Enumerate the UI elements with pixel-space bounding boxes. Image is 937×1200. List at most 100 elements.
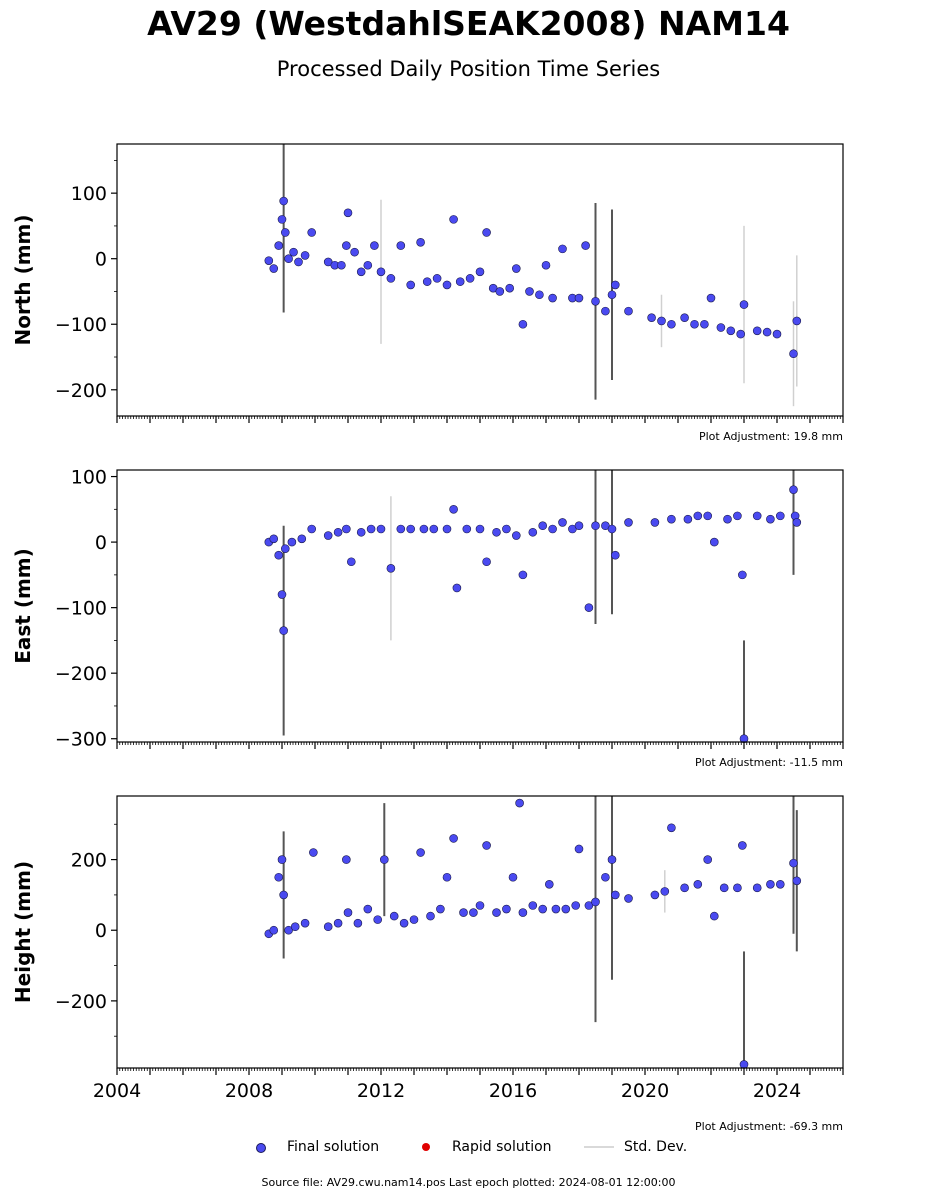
data-point	[548, 293, 557, 303]
data-point	[356, 267, 366, 277]
data-point	[558, 244, 567, 254]
data-point	[409, 915, 419, 924]
data-point	[789, 349, 798, 359]
y-tick-label: 200	[71, 850, 107, 872]
data-point	[716, 323, 726, 332]
data-point	[455, 277, 465, 286]
data-point	[535, 290, 544, 300]
plot-adjustment-label: Plot Adjustment: 19.8 mm	[699, 430, 843, 443]
data-point	[482, 228, 491, 237]
data-point	[548, 524, 557, 534]
y-tick-label: 0	[95, 532, 107, 554]
data-point	[591, 897, 600, 907]
data-point	[518, 908, 528, 917]
data-point	[528, 527, 538, 537]
data-point	[772, 329, 782, 339]
data-point	[581, 241, 590, 250]
data-point	[264, 256, 274, 265]
data-point	[370, 241, 379, 250]
data-point	[538, 521, 548, 531]
data-point	[739, 1060, 749, 1069]
y-tick-label: 0	[95, 920, 107, 942]
y-tick-label: −100	[55, 314, 107, 336]
data-point	[607, 290, 617, 300]
data-point	[376, 524, 386, 534]
data-point	[416, 848, 425, 857]
data-point	[502, 904, 511, 914]
data-point	[280, 228, 290, 237]
data-point	[459, 908, 468, 917]
data-point	[723, 514, 732, 524]
x-tick-label: 2004	[93, 1080, 141, 1102]
data-point	[525, 287, 534, 296]
final-solution-marker-icon	[256, 1143, 266, 1153]
data-point	[449, 505, 458, 514]
data-point	[538, 904, 548, 914]
legend-label-rapid: Rapid solution	[452, 1139, 552, 1155]
data-point	[342, 241, 351, 250]
data-point	[376, 267, 386, 277]
data-point	[667, 514, 676, 524]
data-point	[690, 319, 699, 329]
panel-1: −200 −100 0 100 North (mm) Plot Adjustment: 1…	[11, 143, 844, 443]
data-point	[792, 518, 802, 527]
data-point	[706, 293, 716, 303]
y-axis-label: East (mm)	[11, 548, 35, 664]
data-point	[396, 524, 406, 534]
data-point	[436, 904, 445, 914]
data-point	[650, 518, 660, 527]
data-point	[449, 834, 458, 843]
data-point	[693, 511, 703, 521]
x-tick-label: 2016	[489, 1080, 537, 1102]
data-point	[703, 855, 713, 864]
data-point	[657, 316, 666, 326]
data-point	[342, 524, 351, 534]
data-point	[307, 228, 317, 237]
data-point	[610, 280, 620, 290]
data-point	[274, 872, 284, 882]
data-point	[700, 319, 709, 329]
data-point	[591, 297, 600, 306]
y-tick-label: 0	[95, 249, 107, 271]
data-point	[683, 514, 693, 524]
data-point	[505, 283, 515, 293]
data-point	[429, 524, 439, 534]
data-point	[389, 911, 399, 921]
data-point	[561, 904, 571, 914]
data-point	[680, 313, 689, 322]
panel-3: −200 0 200 Height (mm) 2004 2008 2012 2016 2020 2…	[11, 795, 844, 1133]
data-point	[518, 319, 528, 329]
data-point	[492, 527, 501, 537]
data-point	[406, 524, 416, 534]
data-point	[558, 518, 567, 527]
data-point	[574, 293, 584, 303]
data-point	[607, 855, 617, 864]
data-point	[289, 247, 298, 257]
data-point	[752, 326, 762, 336]
data-point	[693, 880, 703, 889]
data-point	[269, 925, 279, 935]
y-tick-label: −200	[55, 663, 107, 685]
data-point	[495, 287, 505, 296]
data-point	[719, 883, 729, 893]
data-point	[462, 524, 472, 534]
data-point	[601, 872, 610, 882]
data-point	[511, 531, 521, 540]
data-point	[399, 918, 409, 928]
data-point	[650, 890, 660, 900]
data-point	[469, 908, 478, 917]
data-point	[297, 534, 307, 544]
data-point	[511, 264, 521, 273]
data-point	[287, 537, 297, 547]
data-point	[591, 521, 600, 531]
data-point	[733, 511, 742, 521]
data-point	[667, 319, 676, 329]
x-tick-label: 2008	[225, 1080, 273, 1102]
data-point	[426, 911, 435, 921]
panel-2: −300 −200 −100 0 100 East (mm) Plot Adjustment…	[11, 467, 844, 769]
data-point	[475, 901, 485, 910]
data-point	[762, 327, 772, 337]
std-dev-line-icon	[584, 1146, 614, 1148]
data-point	[624, 894, 633, 903]
data-point	[300, 918, 310, 928]
